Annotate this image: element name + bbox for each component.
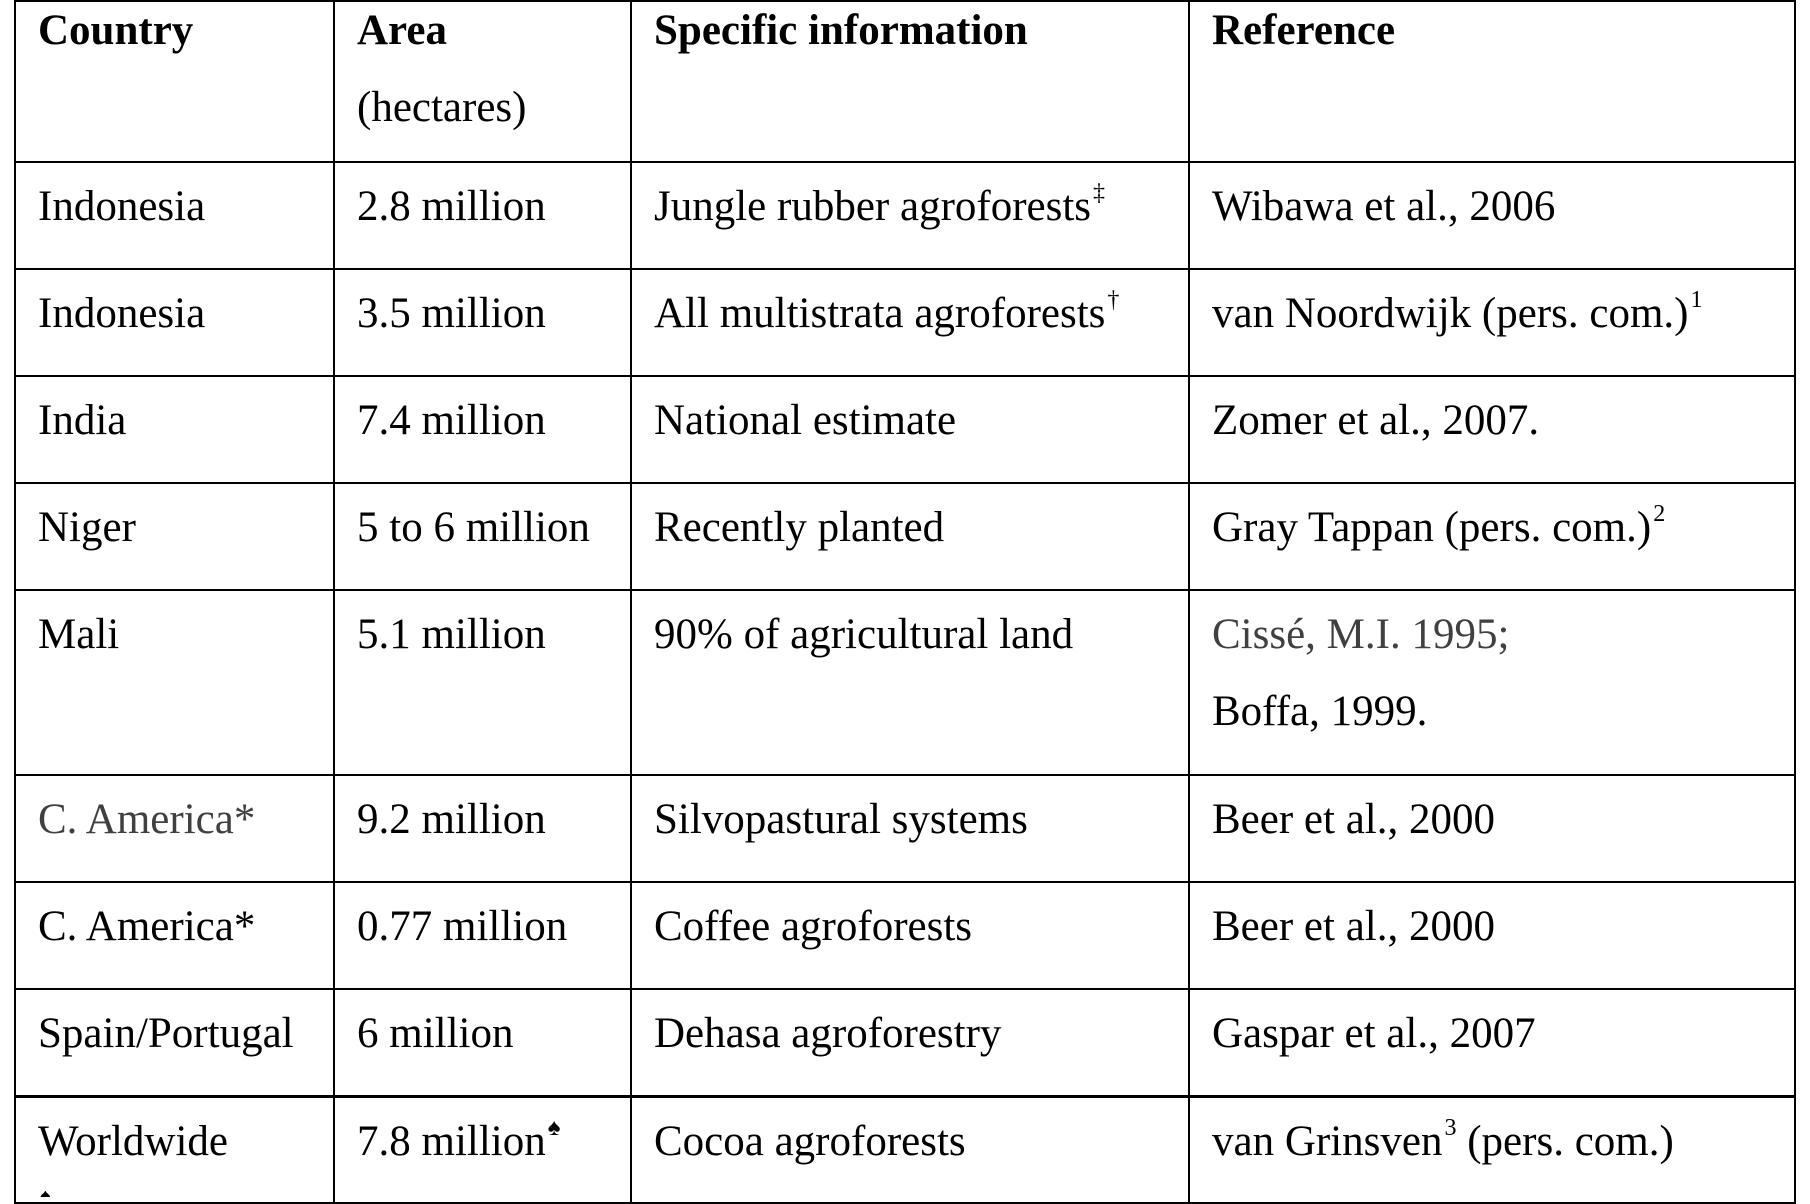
cell-area: 7.4 million [333, 375, 632, 484]
cell-area: 9.2 million [333, 774, 632, 883]
table-row: C. America* 0.77 million Coffee agrofore… [14, 881, 1796, 990]
footnote-mark-3: 3 [1444, 1114, 1457, 1141]
header-country-label: Country [38, 7, 194, 54]
header-info-label: Specific information [654, 7, 1028, 54]
cell-reference: van Grinsven3 (pers. com.) [1188, 1094, 1796, 1204]
cell-info: All multistrata agroforests† [630, 268, 1190, 377]
cell-reference: Wibawa et al., 2006 [1188, 161, 1796, 270]
table-row: Worldwide 7.8 million♠ Cocoa agroforests… [14, 1094, 1796, 1204]
header-area-label: Area [357, 7, 447, 54]
footnote-mark-stub: ♠ [40, 1191, 51, 1197]
double-dagger-footnote-mark: ‡ [1093, 180, 1106, 206]
table-row: Mali 5.1 million 90% of agricultural lan… [14, 589, 1796, 776]
cell-area: 0.77 million [333, 881, 632, 990]
cell-info: Jungle rubber agroforests‡ [630, 161, 1190, 270]
cell-reference: Beer et al., 2000 [1188, 774, 1796, 883]
cell-info: Dehasa agroforestry [630, 988, 1190, 1097]
cell-country: Spain/Portugal [14, 988, 335, 1097]
cell-info: Cocoa agroforests [630, 1094, 1190, 1204]
cell-area: 3.5 million [333, 268, 632, 377]
cell-reference: Zomer et al., 2007. [1188, 375, 1796, 484]
cell-reference: Gaspar et al., 2007 [1188, 988, 1796, 1097]
header-country: Country [14, 0, 335, 163]
header-area: Area (hectares) [333, 0, 632, 163]
cell-area: 7.8 million♠ [333, 1094, 632, 1204]
cell-info: 90% of agricultural land [630, 589, 1190, 776]
agroforestry-area-table: Country Area (hectares) Specific informa… [14, 0, 1796, 1204]
cell-reference: Beer et al., 2000 [1188, 881, 1796, 990]
table-row: C. America* 9.2 million Silvopastural sy… [14, 774, 1796, 883]
cell-area: 5.1 million [333, 589, 632, 776]
cell-country: India [14, 375, 335, 484]
header-reference: Reference [1188, 0, 1796, 163]
reference-line: Boffa, 1999. [1212, 688, 1428, 735]
header-reference-label: Reference [1212, 7, 1396, 54]
cell-area: 2.8 million [333, 161, 632, 270]
cell-country: Indonesia [14, 268, 335, 377]
cell-country: Mali [14, 589, 335, 776]
table-row: Indonesia 2.8 million Jungle rubber agro… [14, 161, 1796, 270]
header-row: Country Area (hectares) Specific informa… [14, 0, 1796, 163]
table-row: Indonesia 3.5 million All multistrata ag… [14, 268, 1796, 377]
header-specific-information: Specific information [630, 0, 1190, 163]
cell-info: Silvopastural systems [630, 774, 1190, 883]
cell-country: Worldwide [14, 1094, 335, 1204]
table-row: India 7.4 million National estimate Zome… [14, 375, 1796, 484]
cell-info: Recently planted [630, 482, 1190, 591]
cell-country: Indonesia [14, 161, 335, 270]
table-row: Spain/Portugal 6 million Dehasa agrofore… [14, 988, 1796, 1097]
cell-info: Coffee agroforests [630, 881, 1190, 990]
cell-reference: van Noordwijk (pers. com.)1 [1188, 268, 1796, 377]
cell-country: C. America* [14, 774, 335, 883]
dagger-footnote-mark: † [1107, 287, 1120, 313]
reference-line: Cissé, M.I. 1995; [1212, 611, 1510, 658]
cell-reference: Cissé, M.I. 1995; Boffa, 1999. [1188, 589, 1796, 776]
cell-info: National estimate [630, 375, 1190, 484]
cell-country: Niger [14, 482, 335, 591]
cell-country: C. America* [14, 881, 335, 990]
cell-area: 6 million [333, 988, 632, 1097]
cell-reference: Gray Tappan (pers. com.)2 [1188, 482, 1796, 591]
footnote-mark-1: 1 [1690, 287, 1703, 313]
table-row: Niger 5 to 6 million Recently planted Gr… [14, 482, 1796, 591]
cell-area: 5 to 6 million [333, 482, 632, 591]
spade-footnote-mark: ♠ [547, 1114, 561, 1141]
footnote-mark-2: 2 [1653, 501, 1666, 527]
header-area-unit: (hectares) [357, 84, 527, 131]
